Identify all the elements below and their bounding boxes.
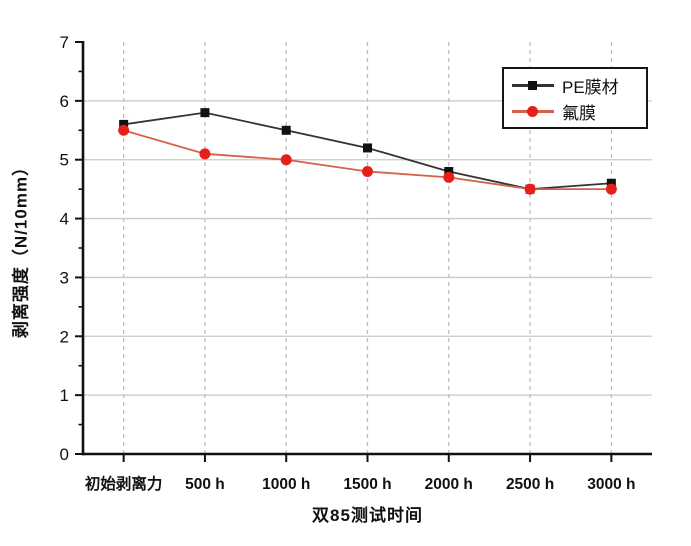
x-tick-label: 初始剥离力 [85,474,163,493]
y-tick-label: 2 [60,327,69,346]
legend-item-fluoro-film: 氟膜 [512,98,640,124]
series-1-marker [118,124,130,136]
series-0-marker [119,119,129,129]
legend: PE膜材 氟膜 [502,67,648,129]
legend-square-marker-icon [512,78,554,92]
y-tick-label: 3 [60,268,69,287]
x-tick-label: 1000 h [262,476,310,493]
series-1-marker [199,148,211,160]
y-tick-label: 0 [60,445,69,464]
x-axis-title: 双85测试时间 [312,506,423,525]
y-tick-label: 7 [60,33,69,52]
series-0-marker [444,166,454,176]
legend-circle-marker-icon [512,104,554,118]
series-1-marker [443,171,455,183]
y-tick-label: 1 [60,386,69,405]
y-tick-label: 4 [60,210,69,229]
series-0-marker [281,125,291,135]
series-1-marker [280,154,292,166]
legend-label-fluoro-film: 氟膜 [562,103,596,123]
legend-item-pe-film: PE膜材 [512,72,640,98]
series-1-marker [362,165,373,177]
series-0-marker [606,178,616,188]
series-0-marker [200,108,210,118]
x-tick-label: 3000 h [587,476,635,493]
x-tick-label: 2000 h [425,476,473,493]
series-1-marker [524,183,536,195]
x-tick-label: 500 h [185,476,225,493]
y-tick-label: 6 [60,92,69,111]
series-1-marker [605,183,617,195]
series-0-marker [363,143,372,153]
y-axis-title: 剥离强度（N/10mm） [11,157,31,339]
y-tick-label: 5 [60,151,69,170]
legend-label-pe-film: PE膜材 [562,77,619,97]
x-tick-label: 2500 h [506,476,554,493]
x-tick-label: 1500 h [343,476,391,493]
